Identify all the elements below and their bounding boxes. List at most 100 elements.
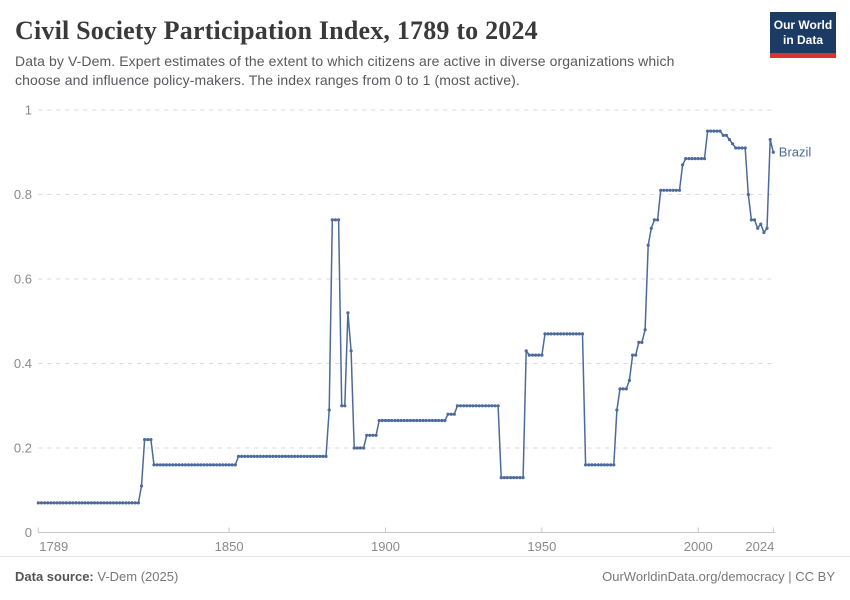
data-point bbox=[249, 454, 253, 458]
data-point bbox=[61, 501, 65, 505]
data-point bbox=[105, 501, 109, 505]
data-point bbox=[771, 150, 775, 154]
data-point bbox=[305, 454, 309, 458]
owid-logo-box: Our World in Data bbox=[770, 12, 836, 53]
data-point bbox=[83, 501, 87, 505]
data-point bbox=[133, 501, 137, 505]
data-point bbox=[52, 501, 56, 505]
data-point bbox=[537, 353, 541, 357]
data-point bbox=[521, 476, 525, 480]
data-point bbox=[743, 146, 747, 150]
data-point bbox=[168, 463, 172, 467]
footer-divider bbox=[0, 556, 850, 557]
series-label-brazil[interactable]: Brazil bbox=[779, 144, 812, 159]
data-point bbox=[568, 332, 572, 336]
data-point bbox=[484, 404, 488, 408]
data-point bbox=[530, 353, 535, 357]
data-point bbox=[390, 418, 394, 423]
data-point bbox=[280, 454, 284, 458]
data-point bbox=[646, 243, 650, 247]
data-point bbox=[277, 454, 281, 458]
data-point bbox=[768, 138, 772, 142]
data-point bbox=[233, 463, 237, 467]
y-axis-tick-label: 0.8 bbox=[14, 187, 32, 202]
data-point bbox=[712, 129, 716, 133]
data-point bbox=[299, 454, 303, 458]
data-point bbox=[252, 454, 256, 458]
x-axis-tick-label: 2024 bbox=[745, 539, 774, 554]
data-point bbox=[587, 463, 591, 467]
data-point bbox=[333, 218, 337, 222]
data-point bbox=[562, 332, 566, 336]
data-point bbox=[74, 501, 78, 505]
data-point bbox=[509, 476, 513, 480]
data-point bbox=[64, 501, 68, 505]
data-point bbox=[727, 138, 732, 142]
data-point bbox=[709, 129, 713, 133]
y-axis-tick-label: 0.4 bbox=[14, 356, 32, 371]
data-point bbox=[715, 129, 719, 133]
data-point bbox=[746, 192, 750, 197]
data-point bbox=[756, 226, 760, 230]
chart-subtitle: Data by V-Dem. Expert estimates of the e… bbox=[15, 53, 675, 89]
data-point bbox=[624, 387, 628, 391]
data-point bbox=[637, 340, 641, 344]
data-point bbox=[143, 438, 147, 442]
data-point bbox=[362, 446, 366, 450]
data-point bbox=[108, 501, 112, 505]
data-point bbox=[559, 332, 563, 336]
data-point bbox=[477, 404, 481, 408]
data-point bbox=[352, 446, 356, 450]
data-point bbox=[696, 157, 700, 161]
data-point bbox=[681, 163, 685, 167]
data-point-markers bbox=[36, 129, 775, 505]
y-axis-tick-label: 1 bbox=[25, 103, 32, 118]
data-point bbox=[724, 133, 729, 137]
data-point bbox=[490, 404, 494, 408]
data-point bbox=[274, 454, 278, 458]
data-point bbox=[584, 463, 588, 467]
data-point bbox=[487, 404, 491, 408]
data-point bbox=[574, 332, 578, 336]
data-point bbox=[330, 218, 334, 222]
data-point bbox=[152, 463, 156, 467]
data-point bbox=[271, 454, 275, 458]
data-point bbox=[174, 463, 178, 467]
owid-logo-line1: Our World bbox=[773, 18, 833, 32]
data-point bbox=[49, 501, 53, 505]
data-point bbox=[215, 463, 219, 467]
data-point bbox=[158, 463, 162, 467]
data-point bbox=[612, 463, 616, 467]
chart-line-brazil[interactable] bbox=[38, 130, 775, 504]
data-point bbox=[474, 404, 478, 408]
data-point bbox=[649, 226, 653, 230]
data-point bbox=[656, 218, 660, 222]
data-point bbox=[515, 476, 519, 480]
data-point bbox=[196, 463, 200, 467]
data-point bbox=[346, 311, 350, 315]
data-point bbox=[365, 433, 369, 437]
data-point bbox=[240, 454, 244, 458]
data-point bbox=[458, 404, 463, 408]
page-title: Civil Society Participation Index, 1789 … bbox=[15, 16, 538, 45]
data-point bbox=[127, 501, 131, 505]
data-point bbox=[118, 501, 122, 505]
data-point bbox=[627, 378, 632, 382]
data-point bbox=[706, 129, 710, 133]
data-point bbox=[405, 418, 409, 423]
data-point bbox=[146, 438, 150, 442]
data-point bbox=[130, 501, 134, 505]
data-point bbox=[493, 404, 497, 408]
data-point bbox=[164, 463, 169, 467]
y-axis-tick-label: 0 bbox=[25, 525, 32, 540]
data-point bbox=[408, 418, 413, 423]
data-point bbox=[605, 463, 610, 467]
data-point bbox=[602, 463, 607, 467]
owid-logo-red-bar bbox=[770, 53, 836, 58]
footer-credit-link[interactable]: OurWorldinData.org/democracy | CC BY bbox=[602, 569, 835, 584]
data-point bbox=[631, 353, 635, 357]
data-point bbox=[296, 454, 300, 458]
data-point bbox=[740, 146, 744, 150]
